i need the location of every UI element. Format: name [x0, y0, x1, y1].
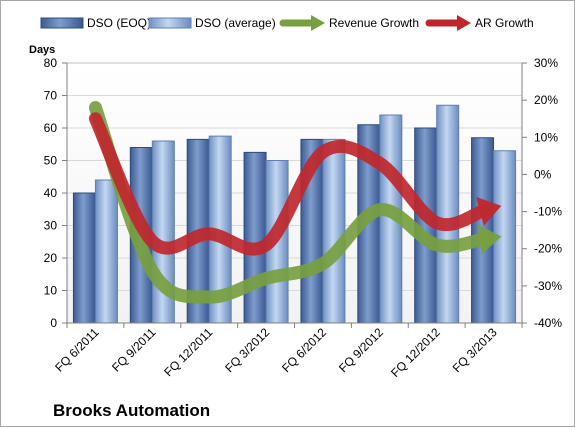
right-tick-label: -40%: [534, 316, 562, 330]
left-tick-label: 70: [44, 89, 58, 103]
left-tick-label: 40: [44, 186, 58, 200]
x-tick-label: FQ 12/2011: [161, 325, 215, 379]
right-tick-label: 10%: [534, 130, 558, 144]
legend-label: Revenue Growth: [329, 16, 419, 30]
ar-growth-line: [88, 112, 491, 256]
right-tick-label: 20%: [534, 93, 558, 107]
x-tick-label: FQ 3/2012: [222, 325, 272, 375]
legend-arrowhead: [311, 15, 325, 31]
x-tick-label: FQ 9/2011: [109, 325, 159, 375]
x-tick-label: FQ 9/2012: [336, 325, 386, 375]
bar-dso-eoq: [243, 151, 267, 324]
right-tick-label: -30%: [534, 279, 562, 293]
bar-dso-average: [436, 104, 460, 324]
left-tick-label: 50: [44, 154, 58, 168]
left-tick-label: 10: [44, 284, 58, 298]
right-tick-label: -20%: [534, 242, 562, 256]
legend-label: DSO (EOQ): [87, 16, 151, 30]
x-tick-label: FQ 6/2011: [52, 325, 102, 375]
x-tick-label: FQ 3/2013: [450, 325, 500, 375]
ar-growth-arrowhead: [476, 196, 502, 226]
left-tick-label: 80: [44, 56, 58, 70]
revenue-growth-line: [88, 101, 491, 304]
x-tick-label: FQ 6/2012: [279, 325, 329, 375]
legend-label: AR Growth: [475, 16, 534, 30]
left-tick-label: 0: [50, 316, 57, 330]
right-tick-label: -10%: [534, 205, 562, 219]
x-tick-label: FQ 12/2012: [388, 325, 443, 380]
left-tick-label: 30: [44, 219, 58, 233]
bar-dso-average: [322, 138, 346, 324]
y-axis-label: Days: [29, 44, 55, 56]
legend-swatch: [148, 17, 192, 29]
left-tick-label: 60: [44, 121, 58, 135]
left-tick-label: 20: [44, 251, 58, 265]
right-tick-label: 30%: [534, 56, 558, 70]
right-tick-label: 0%: [534, 167, 552, 181]
chart-title: Brooks Automation: [53, 401, 210, 420]
bar-dso-eoq: [72, 192, 96, 324]
bar-dso-average: [94, 179, 118, 324]
legend-swatch: [40, 17, 84, 29]
legend-label: DSO (average): [195, 16, 276, 30]
revenue-growth-arrowhead: [477, 224, 502, 255]
legend-arrowhead: [457, 15, 471, 31]
